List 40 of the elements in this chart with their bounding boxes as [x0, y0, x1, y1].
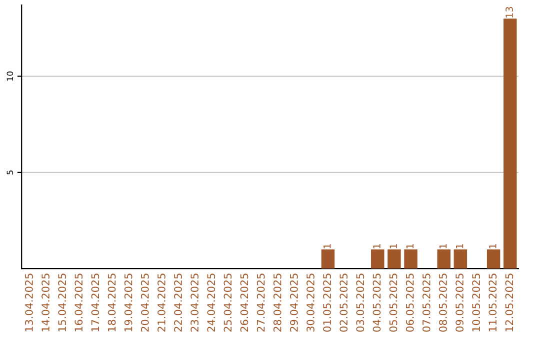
x-tick-label: 17.04.2025 [91, 274, 100, 332]
x-tick-label: 07.05.2025 [422, 274, 430, 332]
data-label: 1 [373, 244, 380, 248]
x-tick-label: 05.05.2025 [389, 274, 398, 332]
x-tick-label: 25.04.2025 [224, 274, 232, 332]
data-label: 1 [390, 244, 397, 248]
x-tick-label: 28.04.2025 [273, 274, 282, 332]
y-tick-label: 5 [6, 170, 14, 174]
data-label: 1 [439, 244, 447, 248]
data-label: 1 [406, 244, 414, 248]
x-tick-label: 02.05.2025 [340, 274, 348, 332]
x-tick-label: 20.04.2025 [140, 274, 149, 332]
x-tick-label: 10.05.2025 [472, 274, 480, 332]
x-tick-label: 03.05.2025 [356, 274, 364, 332]
x-tick-label: 29.04.2025 [290, 274, 298, 332]
data-label: 13 [506, 6, 513, 18]
y-tick-label: 10 [6, 72, 14, 81]
x-tick-label: 24.04.2025 [207, 274, 216, 332]
x-tick-label: 21.04.2025 [158, 274, 166, 332]
data-label: 1 [324, 244, 331, 248]
x-tick-label: 06.05.2025 [406, 274, 414, 332]
data-label: 1 [456, 244, 464, 248]
x-tick-label: 15.04.2025 [58, 274, 66, 332]
x-tick-label: 23.04.2025 [190, 274, 198, 332]
x-tick-label: 01.05.2025 [323, 274, 331, 332]
x-tick-label: 09.05.2025 [456, 274, 464, 332]
x-tick-label: 11.05.2025 [488, 274, 497, 332]
x-tick-label: 19.04.2025 [124, 274, 132, 332]
x-tick-label: 04.05.2025 [372, 274, 381, 332]
x-tick-label: 26.04.2025 [240, 274, 248, 332]
x-tick-label: 16.04.2025 [74, 274, 83, 332]
data-label: 1 [489, 244, 496, 248]
x-tick-label: 22.04.2025 [174, 274, 182, 332]
x-tick-label: 14.04.2025 [42, 274, 50, 332]
x-tick-label: 30.04.2025 [306, 274, 314, 332]
x-tick-label: 18.04.2025 [108, 274, 116, 332]
x-tick-label: 12.05.2025 [505, 274, 514, 332]
x-tick-label: 27.04.2025 [256, 274, 265, 332]
x-tick-label: 08.05.2025 [439, 274, 447, 332]
x-tick-label: 13.04.2025 [25, 274, 33, 332]
